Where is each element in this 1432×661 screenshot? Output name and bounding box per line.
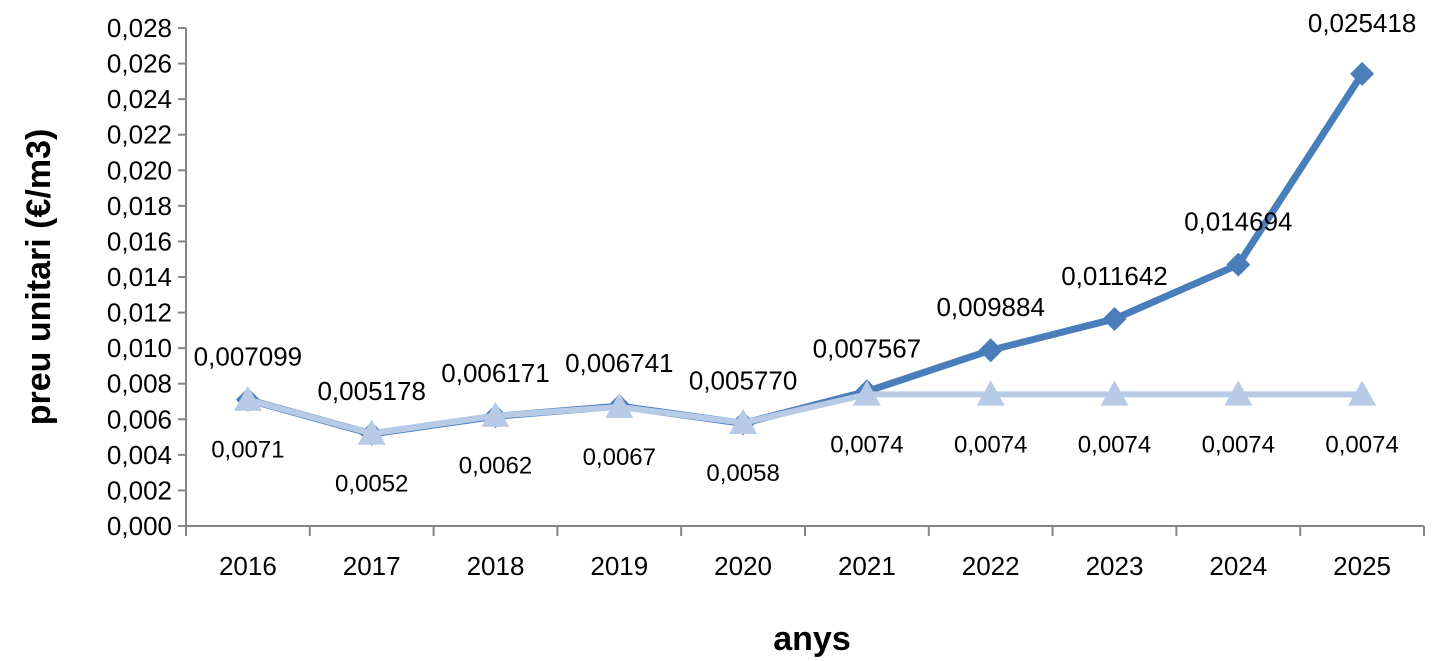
y-axis-title: preu unitari (€/m3) <box>20 129 58 426</box>
series-2-data-label: 0,0074 <box>1202 431 1275 458</box>
series-2-data-label: 0,0052 <box>335 471 408 498</box>
series-2-data-label: 0,0074 <box>954 431 1027 458</box>
y-tick-label: 0,012 <box>107 298 172 328</box>
series-2-line <box>247 391 1363 437</box>
series-1-data-label: 0,006171 <box>441 358 549 388</box>
x-tick-label: 2021 <box>838 551 896 581</box>
series-1-data-label: 0,007099 <box>194 342 302 372</box>
y-tick-label: 0,018 <box>107 191 172 221</box>
series-2-data-label: 0,0058 <box>706 460 779 487</box>
series-1-data-label: 0,005770 <box>689 365 797 395</box>
series-1-data-label: 0,009884 <box>936 292 1044 322</box>
series-1-data-label: 0,007567 <box>813 333 921 363</box>
x-tick-label: 2025 <box>1333 551 1391 581</box>
x-axis-title: anys <box>773 620 851 658</box>
x-tick-label: 2020 <box>714 551 772 581</box>
series-1-data-label: 0,006741 <box>565 348 673 378</box>
x-tick-label: 2023 <box>1086 551 1144 581</box>
y-tick-label: 0,024 <box>107 84 172 114</box>
series-1-marker <box>978 338 1003 363</box>
series-2-data-label: 0,0074 <box>830 431 903 458</box>
x-tick-label: 2018 <box>467 551 525 581</box>
y-tick-label: 0,016 <box>107 226 172 256</box>
y-ticks: 0,000 0,002 0,004 0,006 0,008 0,010 0,012 0,014… <box>107 13 186 541</box>
y-tick-label: 0,000 <box>107 511 172 541</box>
series-1-marker <box>1226 252 1251 277</box>
series-layer <box>233 61 1377 446</box>
y-tick-label: 0,008 <box>107 369 172 399</box>
x-ticks: 2016 2017 2018 2019 2020 2021 2022 2023 2024 2025 <box>185 526 1425 581</box>
data-labels: 0,007099 0,005178 0,006171 0,006741 0,005770… <box>194 8 1417 498</box>
y-tick-label: 0,026 <box>107 49 172 79</box>
x-tick-label: 2019 <box>590 551 648 581</box>
y-tick-label: 0,014 <box>107 262 172 292</box>
series-2-data-label: 0,0067 <box>583 444 656 471</box>
y-tick-label: 0,002 <box>107 475 172 505</box>
x-tick-label: 2024 <box>1209 551 1267 581</box>
series-2-data-label: 0,0071 <box>211 437 284 464</box>
series-2-data-label: 0,0074 <box>1325 431 1398 458</box>
y-tick-label: 0,004 <box>107 440 172 470</box>
series-2-marker <box>1224 380 1253 406</box>
y-tick-label: 0,010 <box>107 333 172 363</box>
series-2-marker <box>481 401 510 427</box>
series-2-marker <box>1100 380 1129 406</box>
series-2-data-label: 0,0062 <box>459 453 532 480</box>
series-1-marker <box>1102 306 1127 331</box>
x-tick-label: 2016 <box>219 551 277 581</box>
series-1-data-label: 0,005178 <box>317 376 425 406</box>
series-2-data-label: 0,0074 <box>1078 431 1151 458</box>
series-2-marker <box>357 419 386 445</box>
x-tick-label: 2022 <box>962 551 1020 581</box>
series-2-marker <box>852 380 881 406</box>
series-1-data-label: 0,014694 <box>1184 207 1292 237</box>
x-tick-label: 2017 <box>343 551 401 581</box>
y-tick-label: 0,006 <box>107 404 172 434</box>
series-1-marker <box>1350 61 1375 86</box>
series-2-marker <box>976 380 1005 406</box>
y-tick-label: 0,028 <box>107 13 172 43</box>
series-1-data-label: 0,025418 <box>1308 8 1416 38</box>
series-2-marker <box>1348 380 1377 406</box>
series-2-marker <box>233 385 262 411</box>
series-2-marker <box>729 408 758 435</box>
y-tick-label: 0,022 <box>107 120 172 150</box>
y-tick-label: 0,020 <box>107 155 172 185</box>
series-1-data-label: 0,011642 <box>1061 261 1168 291</box>
series-2-marker <box>605 392 634 419</box>
